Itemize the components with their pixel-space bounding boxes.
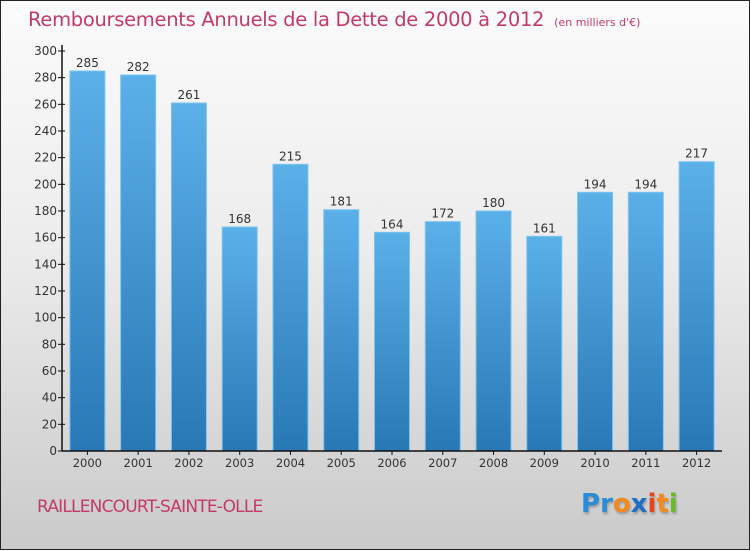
data-label: 172 bbox=[431, 207, 454, 221]
bar-2003 bbox=[221, 226, 258, 452]
bar-2009 bbox=[526, 235, 563, 452]
x-tick-label: 2004 bbox=[276, 456, 305, 470]
x-tick-label: 2012 bbox=[682, 456, 711, 470]
logo-letter: r bbox=[600, 489, 613, 519]
y-tick-label: 180 bbox=[34, 204, 57, 218]
bar-2005 bbox=[323, 209, 360, 452]
data-label: 181 bbox=[330, 195, 353, 209]
chart-title: Remboursements Annuels de la Dette de 20… bbox=[28, 8, 640, 31]
y-tick-label: 220 bbox=[34, 151, 57, 165]
y-tick-label: 240 bbox=[34, 124, 57, 138]
bar-2006 bbox=[374, 231, 410, 452]
data-label: 194 bbox=[584, 177, 607, 191]
bar-2011 bbox=[627, 191, 664, 452]
y-tick-label: 0 bbox=[49, 444, 57, 458]
bar-2002 bbox=[170, 102, 207, 452]
logo-letter: P bbox=[581, 489, 601, 519]
y-tick-label: 20 bbox=[42, 417, 57, 431]
bar-2004 bbox=[272, 163, 309, 452]
data-label: 194 bbox=[634, 177, 657, 191]
data-label: 164 bbox=[381, 217, 404, 231]
bar-2001 bbox=[120, 74, 157, 452]
y-tick-label: 40 bbox=[42, 391, 57, 405]
y-tick-label: 60 bbox=[42, 364, 57, 378]
logo-letter: o bbox=[612, 489, 631, 519]
x-tick-label: 2006 bbox=[377, 456, 406, 470]
logo-letter: t bbox=[656, 489, 669, 519]
bar-2008 bbox=[475, 210, 512, 452]
bar-2007 bbox=[424, 221, 461, 452]
x-tick-label: 2000 bbox=[73, 456, 102, 470]
y-tick-label: 200 bbox=[34, 177, 57, 191]
y-tick-label: 260 bbox=[34, 97, 57, 111]
commune-name: RAILLENCOURT-SAINTE-OLLE bbox=[37, 497, 263, 517]
unit-note: (en milliers d'€) bbox=[554, 16, 641, 29]
y-tick-label: 160 bbox=[34, 231, 57, 245]
x-tick-label: 2002 bbox=[174, 456, 203, 470]
x-tick-label: 2011 bbox=[631, 456, 660, 470]
x-tick-label: 2010 bbox=[580, 456, 609, 470]
bar-2012 bbox=[678, 161, 715, 452]
logo-letter: x bbox=[630, 489, 648, 519]
logo-letter: i bbox=[668, 489, 678, 519]
y-tick-label: 280 bbox=[34, 71, 57, 85]
data-label: 168 bbox=[228, 212, 251, 226]
y-tick-label: 100 bbox=[34, 311, 57, 325]
x-tick-label: 2009 bbox=[530, 456, 559, 470]
proxiti-logo[interactable]: Proxiti bbox=[581, 489, 678, 519]
y-tick-label: 300 bbox=[34, 44, 57, 58]
data-label: 282 bbox=[127, 60, 150, 74]
bar-2000 bbox=[69, 70, 106, 452]
x-tick-label: 2001 bbox=[124, 456, 153, 470]
x-tick-label: 2008 bbox=[479, 456, 508, 470]
data-label: 180 bbox=[482, 196, 505, 210]
data-label: 217 bbox=[685, 147, 708, 161]
data-label: 161 bbox=[533, 221, 556, 235]
title-text: Remboursements Annuels de la Dette de 20… bbox=[28, 8, 545, 31]
data-label: 215 bbox=[279, 149, 302, 163]
x-tick-label: 2005 bbox=[327, 456, 356, 470]
data-label: 261 bbox=[177, 88, 200, 102]
bars-group: 285 282 261 168 215 181 164 172 180 161 194 194 217 bbox=[69, 56, 715, 452]
x-tick-label: 2003 bbox=[225, 456, 254, 470]
y-tick-label: 80 bbox=[42, 337, 57, 351]
y-tick-label: 120 bbox=[34, 284, 57, 298]
x-tick-label: 2007 bbox=[428, 456, 457, 470]
y-tick-label: 140 bbox=[34, 257, 57, 271]
logo-letter: i bbox=[647, 489, 657, 519]
bar-2010 bbox=[577, 191, 614, 452]
data-label: 285 bbox=[76, 56, 99, 70]
x-axis: 2000 2001 2002 2003 2004 2005 2006 2007 2008 2009… bbox=[62, 450, 722, 470]
y-axis: 0 20 40 60 80 100 120 140 160 180 200 220 240 260 280 3… bbox=[34, 44, 65, 458]
